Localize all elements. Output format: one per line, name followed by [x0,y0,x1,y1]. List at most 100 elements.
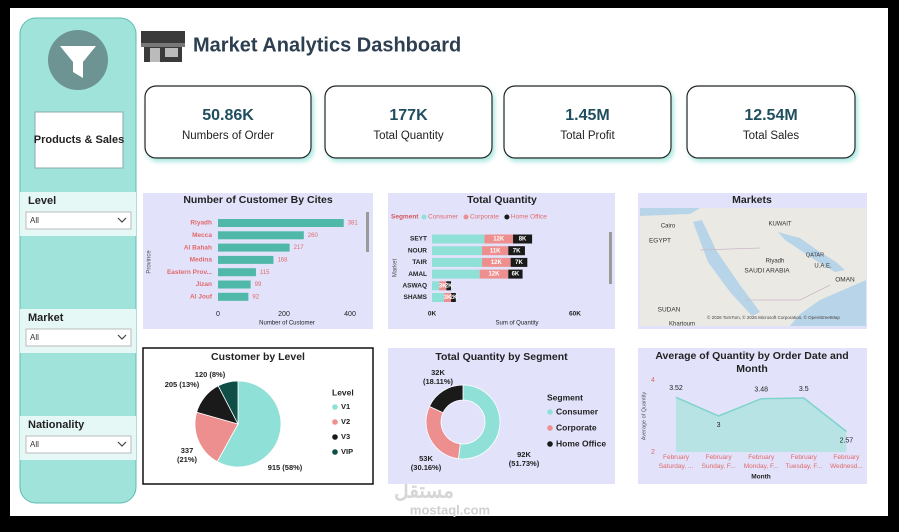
chart-title: Total Quantity by Segment [435,351,568,363]
legend-title: Segment [547,392,583,402]
x-tick-label: February Wednesd... [830,454,863,470]
data-label: 99 [255,282,262,288]
x-tick-label-line: Sunday, F... [702,463,736,470]
data-label: 12K [488,272,500,278]
data-label-line: (21%) [177,455,198,464]
x-tick-label: 0 [216,311,220,318]
x-tick-label-line: February [791,454,818,461]
kpi-card [686,85,856,159]
slicer-chevron [117,441,127,447]
x-tick-label: 200 [278,311,290,318]
data-label: 217 [294,245,305,251]
slicer-dropdown[interactable] [25,328,132,347]
legend-swatch [547,409,553,415]
legend-label: Corporate [556,422,597,432]
bar [218,292,249,301]
kpi-label: Total Quantity [373,130,444,142]
y-axis-label: Average of Quantity [641,391,647,440]
bar-segment [479,269,509,279]
area-fill [676,397,847,452]
y-axis-label: Province [147,250,153,274]
x-tick-label: February Monday, F... [744,454,779,470]
map-border [699,247,831,301]
data-label: 168 [277,257,288,263]
data-label: 53K (30.16%) [411,454,442,472]
data-label: 3.5 [799,386,809,393]
legend-label: Home Office [511,214,547,221]
data-label: 120 (8%) [195,370,226,379]
x-tick-label-line: Monday, F... [744,463,779,470]
x-axis-label: Sum of Quantity [495,321,538,327]
data-label-line: 32K [431,368,445,377]
data-label: 381 [348,221,359,227]
legend-label: Consumer [428,214,459,221]
map-label: Cairo [661,224,676,230]
chart-title: Number of Customer By Cites [183,194,333,206]
bar-segment [432,281,440,291]
data-label-line: (30.16%) [411,463,442,472]
bar-segment [446,281,452,291]
data-label: 3K [439,283,447,289]
legend-swatch [463,214,469,220]
x-tick-label: 60K [569,311,581,318]
map-label: EGYPT [649,238,671,245]
slicer-dropdown[interactable] [25,211,132,230]
legend-label: Corporate [470,214,499,221]
x-tick-label: 0K [428,311,437,318]
data-label: 7K [513,248,521,254]
watermark-site: mostaql.com [410,502,490,517]
kpi-value: 1.45M [565,107,609,124]
area-line [675,396,847,433]
chart-title: Average of Quantity by Order Date and Mon… [655,350,848,375]
bar [218,255,274,264]
map-label: Riyadh [766,259,785,265]
data-label-line: (18.11%) [423,377,454,386]
data-label: 12K [491,260,503,266]
slicer-value: All [30,216,39,225]
data-label-line: (51.73%) [509,459,540,468]
data-label: 205 (13%) [165,380,200,389]
map-water [778,232,845,272]
legend-label: Home Office [556,438,606,448]
bar-segment [508,269,523,279]
legend-label: VIP [341,447,353,456]
legend-swatch [421,214,427,220]
data-label: 92K (51.73%) [509,450,540,468]
bar-segment [482,257,511,267]
legend-swatch [504,214,510,220]
sidebar-title: Products & Sales [34,134,124,146]
slicer-label: Nationality [28,419,85,431]
y-tick-label: 4 [651,377,655,384]
data-label: 92 [252,294,259,300]
map-label: SUDAN [658,307,681,314]
slicer-dropdown[interactable] [25,435,132,454]
pie-slice [428,384,464,414]
slicer-value: All [30,333,39,342]
y-tick-label: Riyadh [190,220,212,227]
map-label: KUWAIT [768,222,791,228]
kpi-label: Total Profit [560,130,615,142]
data-label: 115 [260,270,270,276]
data-label: 32K (18.11%) [423,368,454,386]
y-tick-label: NOUR [408,247,427,254]
data-label: 3 [717,422,721,429]
slicer-label: Market [28,312,64,324]
bar [218,243,290,252]
data-label: 3.48 [754,387,768,394]
bar-segment [432,293,444,302]
pie-slice [457,384,501,460]
y-tick-label: 2 [651,449,655,456]
x-axis-label: Month [751,474,771,481]
map-water [640,208,700,216]
pie-slice [216,380,282,468]
bar-segment [451,293,456,302]
y-tick-label: Mecca [192,232,212,239]
bar [218,231,304,240]
bar-segment [432,234,485,244]
legend-label: V1 [341,402,350,411]
legend-label: V3 [341,432,350,441]
bar-segment [432,269,480,279]
x-tick-label: 400 [344,311,356,318]
data-label: 3K [444,295,452,301]
